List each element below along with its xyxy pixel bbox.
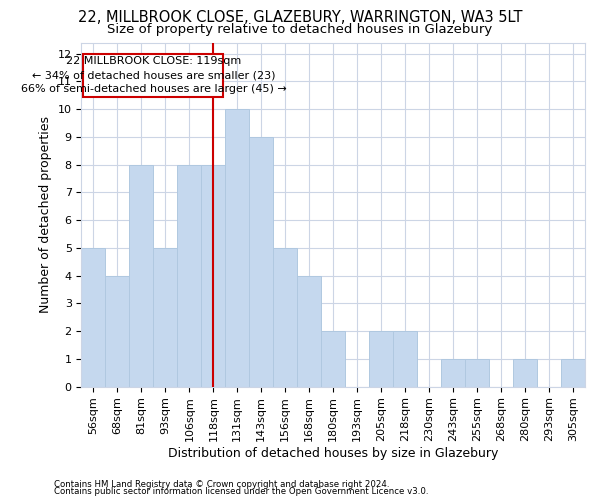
FancyBboxPatch shape bbox=[83, 54, 223, 96]
Bar bbox=[369, 331, 393, 386]
Bar bbox=[202, 164, 226, 386]
Text: Contains HM Land Registry data © Crown copyright and database right 2024.: Contains HM Land Registry data © Crown c… bbox=[54, 480, 389, 489]
Bar bbox=[106, 276, 130, 386]
Bar bbox=[561, 359, 585, 386]
Text: Size of property relative to detached houses in Glazebury: Size of property relative to detached ho… bbox=[107, 22, 493, 36]
Bar bbox=[393, 331, 417, 386]
Text: 22, MILLBROOK CLOSE, GLAZEBURY, WARRINGTON, WA3 5LT: 22, MILLBROOK CLOSE, GLAZEBURY, WARRINGT… bbox=[78, 10, 522, 25]
X-axis label: Distribution of detached houses by size in Glazebury: Distribution of detached houses by size … bbox=[168, 447, 499, 460]
Bar bbox=[297, 276, 321, 386]
Bar bbox=[273, 248, 297, 386]
Bar bbox=[321, 331, 345, 386]
Bar bbox=[465, 359, 489, 386]
Bar bbox=[441, 359, 465, 386]
Bar bbox=[178, 164, 202, 386]
Bar bbox=[513, 359, 537, 386]
Y-axis label: Number of detached properties: Number of detached properties bbox=[39, 116, 52, 313]
Bar bbox=[154, 248, 178, 386]
Bar bbox=[249, 137, 273, 386]
Text: 22 MILLBROOK CLOSE: 119sqm
← 34% of detached houses are smaller (23)
66% of semi: 22 MILLBROOK CLOSE: 119sqm ← 34% of deta… bbox=[20, 56, 286, 94]
Text: Contains public sector information licensed under the Open Government Licence v3: Contains public sector information licen… bbox=[54, 487, 428, 496]
Bar bbox=[130, 164, 154, 386]
Bar bbox=[82, 248, 106, 386]
Bar bbox=[226, 109, 249, 386]
